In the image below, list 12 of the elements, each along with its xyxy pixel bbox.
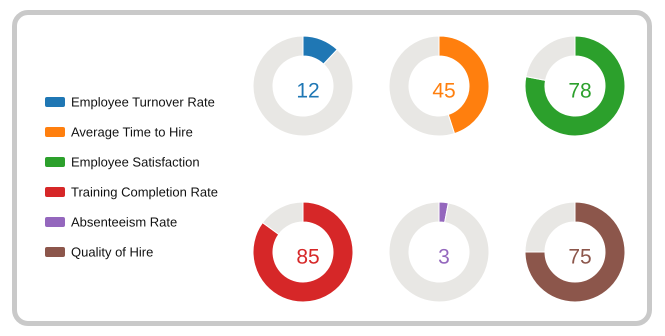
- legend-label: Training Completion Rate: [71, 184, 218, 200]
- legend-label: Employee Satisfaction: [71, 154, 200, 170]
- text: 3: [438, 246, 450, 268]
- text: 12: [296, 80, 320, 102]
- legend-label: Quality of Hire: [71, 244, 154, 260]
- legend-label: Average Time to Hire: [71, 124, 193, 140]
- text: 78: [568, 80, 592, 102]
- text: 45: [432, 80, 456, 102]
- text: 75: [568, 246, 592, 268]
- legend-label: Absenteeism Rate: [71, 214, 178, 230]
- legend-label: Employee Turnover Rate: [71, 94, 215, 110]
- text: 85: [296, 246, 320, 268]
